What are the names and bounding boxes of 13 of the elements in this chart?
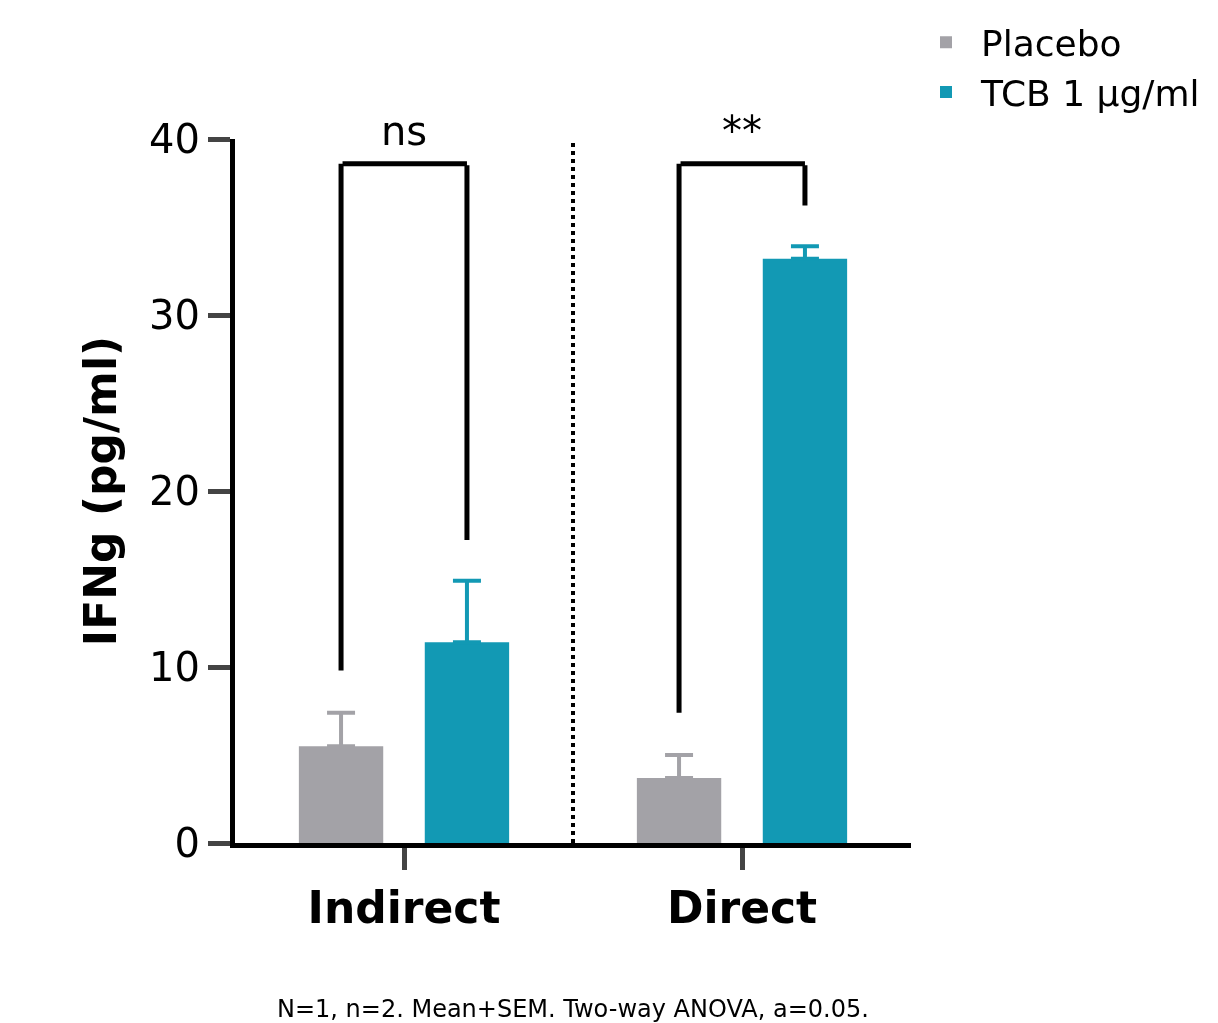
- annotation: ns: [381, 108, 428, 154]
- legend-label: TCB 1 µg/ml: [980, 73, 1200, 115]
- x-tick-label: Indirect: [307, 881, 501, 933]
- text: N=1, n=2. Mean+SEM. Two-way ANOVA, a=0.05.: [277, 995, 869, 1023]
- y-tick-label: 40: [149, 116, 200, 162]
- annotation: **: [722, 108, 762, 154]
- x-tick-label: Direct: [666, 881, 818, 933]
- y-tick-label: 30: [149, 292, 200, 338]
- y-tick-label: 10: [149, 644, 200, 690]
- legend-label: Placebo: [981, 23, 1122, 65]
- y-tick-label: 20: [149, 468, 200, 514]
- y-tick-label: 0: [174, 820, 200, 866]
- y-axis-title: IFNg (pg/ml): [75, 335, 127, 647]
